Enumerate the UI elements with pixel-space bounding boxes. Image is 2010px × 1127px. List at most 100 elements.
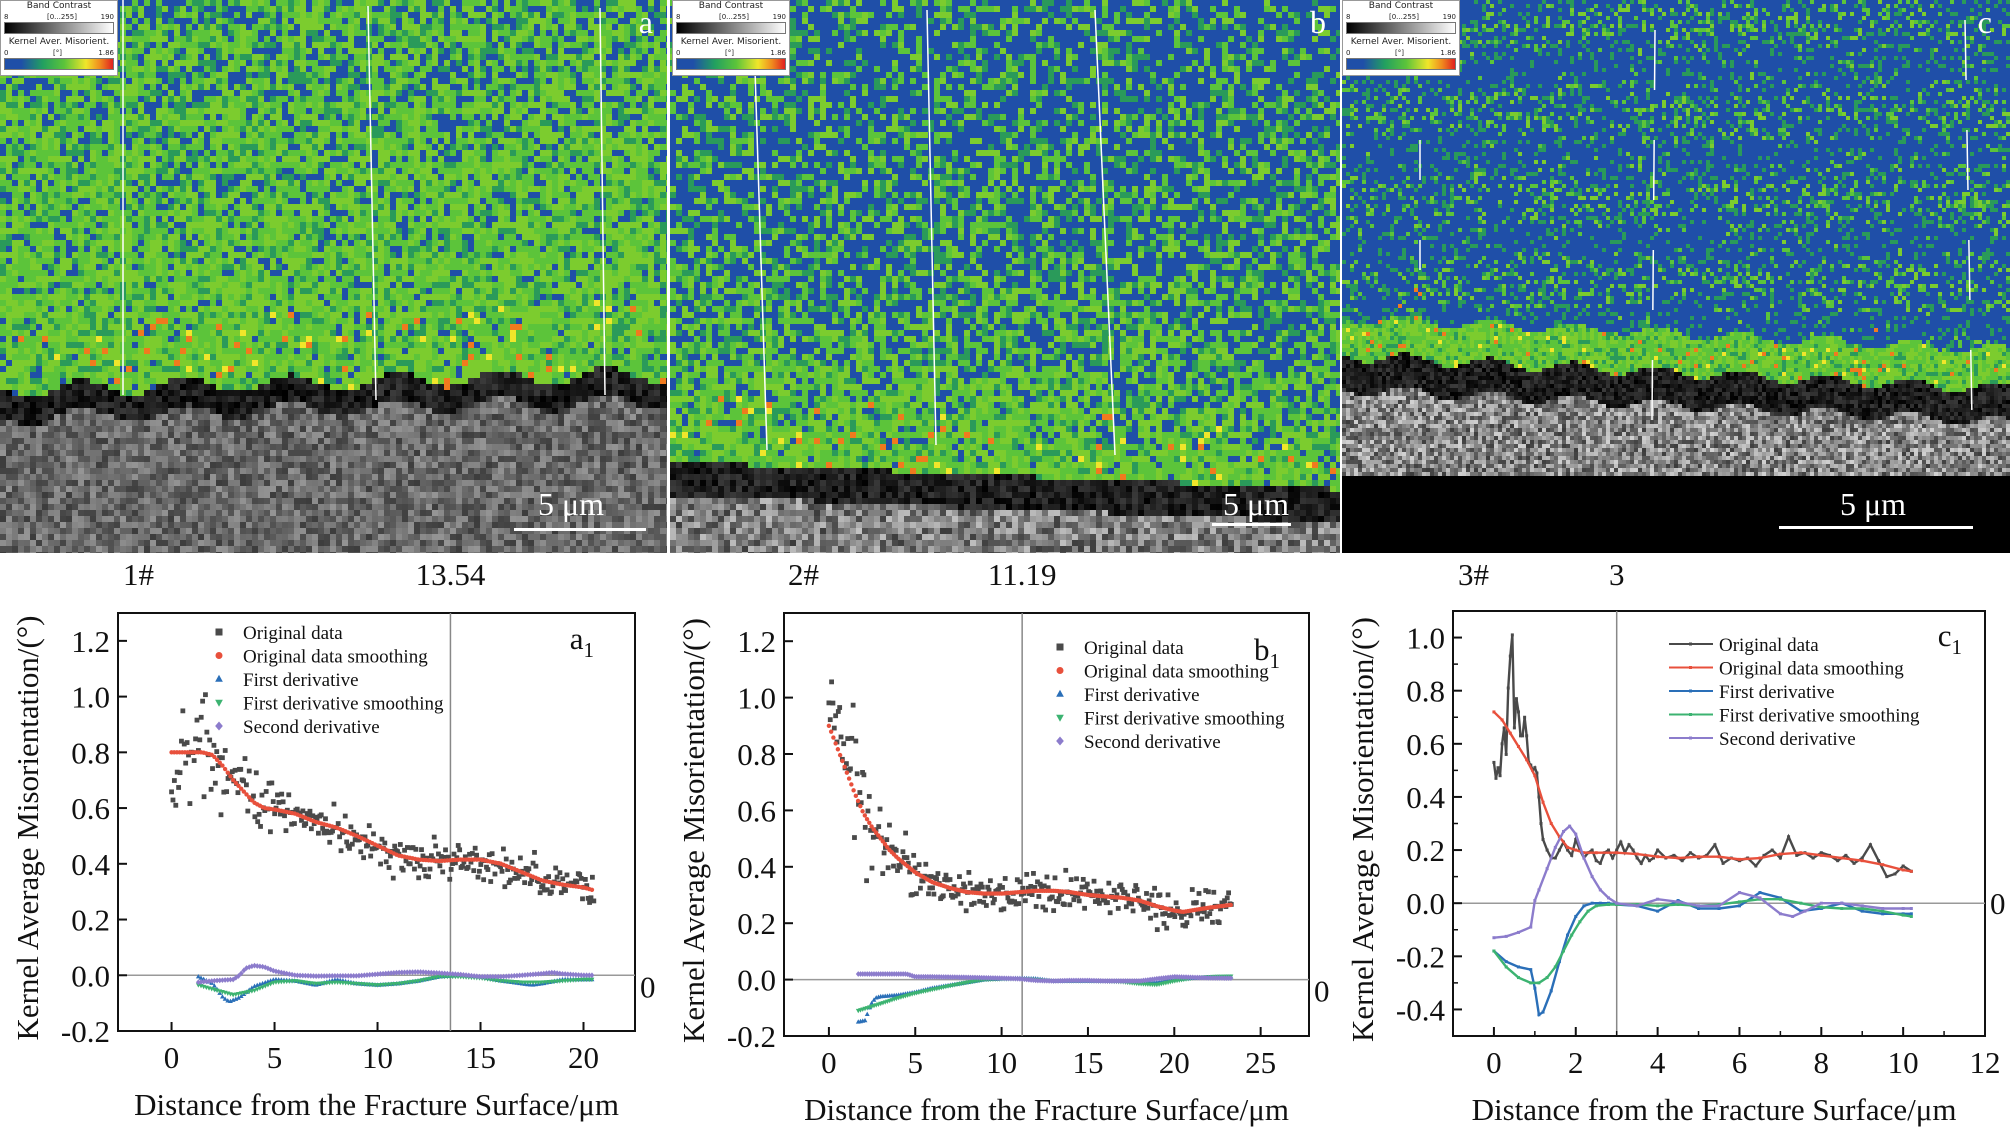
- data-point: [275, 792, 280, 798]
- data-point: [388, 970, 394, 976]
- sample-label: 1#: [123, 557, 154, 592]
- data-point: [1040, 904, 1046, 910]
- data-point: [1196, 891, 1202, 896]
- data-point: [474, 852, 479, 858]
- legend-item: Original data: [1669, 635, 1819, 656]
- data-point: [245, 808, 251, 814]
- data-point: [589, 972, 595, 979]
- data-point: [279, 791, 285, 797]
- data-point: [262, 808, 268, 813]
- data-point: [1705, 853, 1709, 857]
- data-point: [1541, 837, 1545, 841]
- data-point: [830, 700, 836, 706]
- data-point: [508, 877, 513, 883]
- data-point: [935, 871, 941, 876]
- data-point: [462, 854, 468, 860]
- data-point: [474, 973, 480, 980]
- data-point: [858, 803, 863, 809]
- data-point: [1574, 837, 1578, 841]
- data-point: [827, 717, 833, 723]
- data-point: [1561, 829, 1565, 833]
- data-point: [501, 973, 507, 980]
- data-point: [1787, 835, 1791, 839]
- scale-bar: [1212, 523, 1291, 526]
- data-point: [530, 971, 536, 978]
- data-point: [1144, 891, 1149, 896]
- legend-marker: [1689, 642, 1692, 646]
- data-point: [219, 755, 225, 761]
- data-point: [481, 877, 487, 883]
- data-point: [1152, 976, 1158, 982]
- data-point: [1028, 883, 1034, 889]
- kam-max: 1.86: [770, 49, 786, 57]
- data-point: [1516, 976, 1520, 980]
- data-point: [402, 847, 407, 853]
- data-point: [345, 843, 351, 849]
- legend-item: Original data: [1056, 638, 1184, 659]
- data-point: [238, 970, 244, 977]
- data-point: [581, 972, 587, 979]
- data-point: [577, 872, 583, 877]
- data-point: [916, 862, 922, 868]
- data-point: [450, 971, 456, 977]
- data-point: [1713, 843, 1717, 847]
- x-tick-label: 2: [1568, 1045, 1584, 1080]
- data-point: [353, 972, 359, 979]
- data-point: [1122, 889, 1128, 895]
- data-point: [1877, 859, 1881, 863]
- data-point: [1721, 861, 1725, 865]
- data-point: [1145, 905, 1151, 911]
- y-tick-label: 0.4: [1406, 780, 1445, 815]
- data-point: [319, 973, 324, 979]
- data-point: [1688, 851, 1692, 855]
- data-point: [505, 867, 511, 872]
- x-tick-label: 20: [568, 1040, 599, 1075]
- data-point: [1656, 848, 1660, 852]
- legend-marker: [1056, 667, 1064, 674]
- data-point: [1860, 859, 1864, 863]
- data-point: [862, 813, 868, 818]
- data-point: [1133, 883, 1139, 888]
- data-point: [1537, 888, 1541, 892]
- data-point: [249, 989, 255, 994]
- kam-map-panel-b: Band Contrast 8 [0...255] 190 Kernel Ave…: [670, 0, 1340, 553]
- threshold-value-label: 11.19: [988, 557, 1057, 592]
- data-point: [588, 895, 594, 901]
- data-point: [850, 702, 856, 708]
- data-point: [263, 789, 269, 794]
- data-point: [1909, 914, 1913, 918]
- data-point: [1672, 853, 1676, 857]
- data-point: [232, 767, 238, 773]
- data-point: [375, 971, 381, 977]
- data-point: [940, 893, 946, 899]
- legend-marker: [1689, 666, 1692, 669]
- data-point: [352, 837, 358, 843]
- data-point: [468, 859, 474, 865]
- data-point: [1803, 909, 1807, 913]
- data-point: [858, 800, 864, 806]
- data-point: [1062, 902, 1067, 907]
- data-point: [349, 841, 355, 847]
- data-point: [455, 971, 461, 978]
- data-point: [256, 811, 262, 817]
- data-point: [578, 972, 584, 978]
- data-point: [1022, 898, 1028, 904]
- data-point: [268, 829, 273, 835]
- data-point: [831, 735, 836, 740]
- data-point: [961, 881, 966, 887]
- data-point: [578, 875, 584, 881]
- data-point: [345, 972, 351, 979]
- data-point: [1094, 888, 1100, 894]
- data-point: [404, 969, 410, 976]
- data-point: [1909, 869, 1913, 873]
- data-point: [826, 723, 832, 728]
- data-point: [1207, 911, 1213, 916]
- data-point: [1039, 886, 1044, 891]
- data-point: [913, 891, 919, 897]
- data-point: [1163, 974, 1169, 981]
- data-point: [342, 813, 348, 819]
- series-original-data-smoothing: [826, 723, 1233, 915]
- data-point: [265, 983, 271, 988]
- data-point: [864, 878, 869, 884]
- legend-marker: [1689, 736, 1692, 740]
